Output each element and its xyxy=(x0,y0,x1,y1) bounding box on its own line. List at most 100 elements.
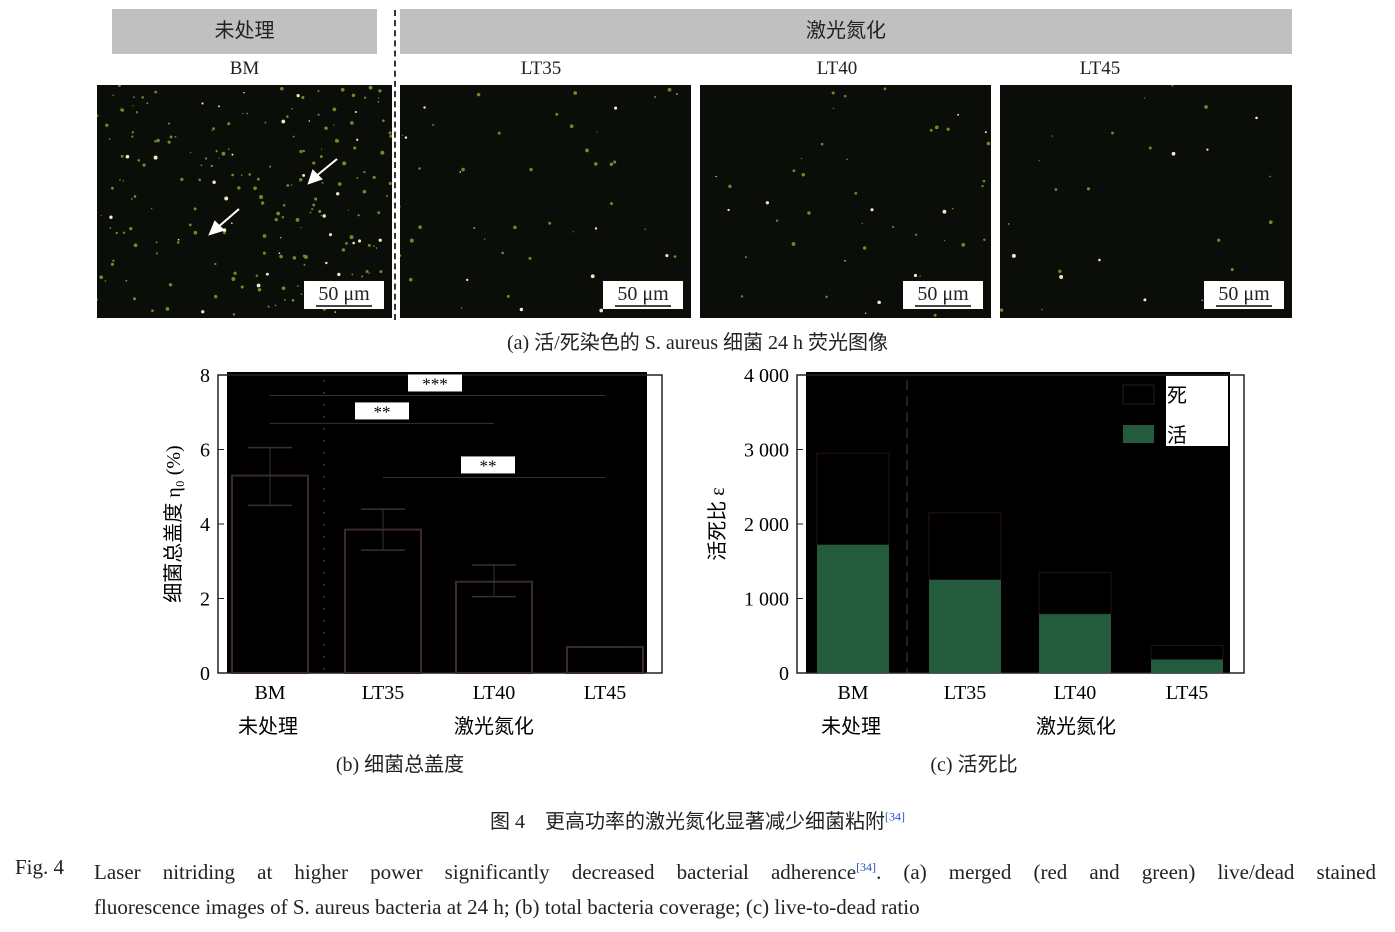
figure-label: Fig. 4 xyxy=(15,855,65,879)
bacterium-dot xyxy=(296,94,300,98)
bacterium-dot xyxy=(820,142,824,146)
bacterium-dot xyxy=(193,230,198,235)
bacterium-dot xyxy=(109,215,113,219)
bacterium-dot xyxy=(957,113,960,116)
bacterium-dot xyxy=(593,162,598,166)
bacterium-dot xyxy=(150,207,153,210)
bacterium-dot xyxy=(312,203,316,207)
bacterium-dot xyxy=(368,85,373,90)
bacterium-dot xyxy=(356,138,359,141)
bar xyxy=(566,645,644,674)
bacterium-dot xyxy=(240,285,244,289)
bacterium-dot xyxy=(728,184,732,189)
bacterium-dot xyxy=(497,131,501,135)
bacterium-dot xyxy=(299,149,303,154)
bacterium-dot xyxy=(555,112,559,116)
bacterium-dot xyxy=(609,202,613,206)
bacterium-dot xyxy=(404,136,408,139)
bacterium-dot xyxy=(218,157,220,159)
bacterium-dot xyxy=(400,205,401,208)
bacterium-dot xyxy=(573,91,578,95)
legend-label-live: 活 xyxy=(1167,424,1187,447)
bacterium-dot xyxy=(984,131,987,134)
bacterium-dot xyxy=(223,231,226,235)
bacterium-dot xyxy=(142,163,146,167)
bacterium-dot xyxy=(1230,267,1234,272)
group-label-untreated: 未处理 xyxy=(238,715,298,738)
bacterium-dot xyxy=(379,270,383,274)
bacterium-dot xyxy=(314,197,318,201)
bacterium-dot xyxy=(336,192,340,196)
bacterium-dot xyxy=(155,91,158,94)
bacterium-dot xyxy=(351,93,356,98)
bacterium-dot xyxy=(594,227,598,230)
fluorescence-image-lt45: 50 μm xyxy=(1000,85,1292,318)
bacterium-dot xyxy=(111,186,114,190)
bacterium-dot xyxy=(146,102,149,105)
bacterium-dot xyxy=(352,241,355,245)
y-tick-label: 0 xyxy=(200,663,210,685)
bar-dead xyxy=(1038,571,1112,615)
bacterium-dot xyxy=(221,151,226,156)
bacterium-dot xyxy=(328,233,333,237)
bacterium-dot xyxy=(334,311,337,313)
bacterium-dot xyxy=(333,124,335,126)
bacterium-dot xyxy=(129,227,133,231)
bacterium-dot xyxy=(193,207,197,211)
bacterium-dot xyxy=(673,255,677,259)
bacterium-dot xyxy=(800,157,803,160)
bacterium-dot xyxy=(141,96,144,99)
bacterium-dot xyxy=(365,269,369,273)
bacterium-dot xyxy=(317,113,320,116)
bacterium-dot xyxy=(312,161,316,165)
bacterium-dot xyxy=(240,174,243,177)
bacterium-dot xyxy=(212,180,216,184)
bacterium-dot xyxy=(982,179,986,183)
bacterium-dot xyxy=(296,285,299,287)
significance-label: *** xyxy=(422,374,448,393)
bacterium-dot xyxy=(345,241,348,245)
bacterium-dot xyxy=(1171,85,1174,87)
group-label-laser: 激光氮化 xyxy=(454,715,534,738)
bacterium-dot xyxy=(341,248,346,252)
x-tick-label: LT35 xyxy=(362,682,405,704)
bacterium-dot xyxy=(854,191,858,195)
bacterium-dot xyxy=(108,138,111,140)
bacterium-dot xyxy=(892,225,895,229)
bacterium-dot xyxy=(862,246,867,250)
bacterium-dot xyxy=(233,271,237,275)
bacteria-dots xyxy=(715,87,991,317)
scale-bar: 50 μm xyxy=(603,281,683,309)
bacterium-dot xyxy=(274,304,277,307)
bacterium-dot xyxy=(342,161,347,166)
bacterium-dot xyxy=(131,135,134,138)
group-divider xyxy=(394,10,396,320)
bacterium-dot xyxy=(461,167,465,172)
bacterium-dot xyxy=(319,155,323,159)
bacterium-dot xyxy=(99,275,104,280)
bacterium-dot xyxy=(231,153,234,156)
y-tick-label: 3 000 xyxy=(744,440,789,462)
bacterium-dot xyxy=(483,238,486,240)
group-label-untreated: 未处理 xyxy=(821,715,881,738)
charts: 0 2 4 6 8 BM LT35 LT40 LT45 未处理 激光氮化 细菌总盖度 η₀ (%) **… xyxy=(162,365,1245,738)
bacterium-dot xyxy=(831,91,835,95)
bar-live xyxy=(929,579,1001,673)
bacterium-dot xyxy=(1000,308,1004,312)
bacterium-dot xyxy=(350,121,354,125)
bacterium-dot xyxy=(951,207,954,210)
y-tick-label: 4 000 xyxy=(744,365,789,387)
bacterium-dot xyxy=(401,134,404,136)
bacterium-dot xyxy=(934,125,939,130)
bacterium-dot xyxy=(361,275,364,278)
bacterium-dot xyxy=(380,150,385,155)
bacterium-dot xyxy=(337,182,342,186)
bacterium-dot xyxy=(775,219,779,222)
scale-bar: 50 μm xyxy=(1204,281,1284,309)
bacterium-dot xyxy=(131,131,135,134)
bacterium-dot xyxy=(353,146,357,150)
bacterium-dot xyxy=(291,107,293,110)
bacterium-dot xyxy=(300,226,302,229)
bacterium-dot xyxy=(276,211,281,216)
bacterium-dot xyxy=(302,254,306,258)
